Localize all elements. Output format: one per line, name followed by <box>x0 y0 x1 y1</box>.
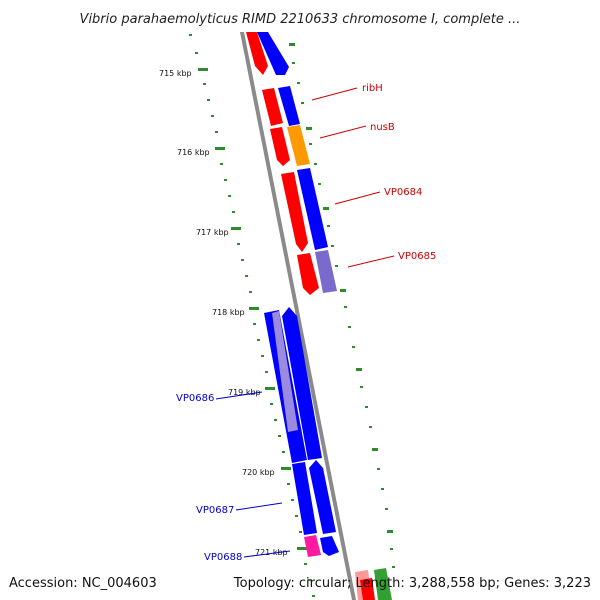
tick-label-718: 718 kbp <box>212 308 245 317</box>
tick-label-721: 721 kbp <box>255 548 288 557</box>
cds-blue-8 <box>320 536 339 556</box>
tick-label-717: 717 kbp <box>196 228 229 237</box>
gene-leader-lines <box>215 87 395 558</box>
gene-label-ribH[interactable]: ribH <box>362 83 383 94</box>
gene-label-VP0688[interactable]: VP0688 <box>204 552 242 563</box>
cds-lavender-2 <box>272 311 298 432</box>
cds-blue-5 <box>282 307 322 460</box>
cds-features-outer[interactable] <box>257 32 392 600</box>
tick-label-716: 716 kbp <box>177 148 210 157</box>
backbone-line <box>240 32 356 600</box>
outer-dot-trail <box>289 43 395 568</box>
accession-text: Accession: NC_004603 <box>9 576 157 591</box>
cds-blue-6 <box>292 462 317 535</box>
topology-stats-text: Topology: circular; Length: 3,288,558 bp… <box>233 576 591 591</box>
gene-label-VP0685[interactable]: VP0685 <box>398 251 436 262</box>
cds-red-3 <box>270 127 290 166</box>
cds-blue-2 <box>278 86 300 126</box>
cds-red-stub <box>360 578 375 600</box>
tick-label-719: 719 kbp <box>228 388 261 397</box>
gene-label-VP0684[interactable]: VP0684 <box>384 187 422 198</box>
gene-label-VP0686[interactable]: VP0686 <box>176 393 214 404</box>
gene-label-nusB[interactable]: nusB <box>370 122 395 133</box>
cds-blue-3 <box>297 168 328 250</box>
gene-label-VP0687[interactable]: VP0687 <box>196 505 234 516</box>
tick-label-720: 720 kbp <box>242 468 275 477</box>
cds-red-5 <box>297 253 319 295</box>
map-title: Vibrio parahaemolyticus RIMD 2210633 chr… <box>80 12 521 27</box>
cds-blue-1 <box>257 32 289 75</box>
tick-trail <box>189 34 315 597</box>
cds-red-4 <box>281 172 308 252</box>
cds-red-2 <box>262 88 283 126</box>
cds-red-1 <box>246 32 268 75</box>
cds-orange-1 <box>287 125 310 166</box>
cds-blue-7 <box>309 460 336 534</box>
cds-green-stub <box>374 568 392 600</box>
cds-magenta-1 <box>304 535 321 557</box>
cds-features-inner[interactable] <box>246 32 372 600</box>
cds-lavender-1 <box>315 250 337 293</box>
tick-label-715: 715 kbp <box>159 69 192 78</box>
